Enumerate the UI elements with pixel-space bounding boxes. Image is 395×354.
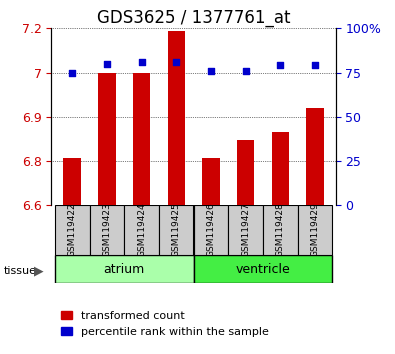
Point [173, 59, 179, 65]
Point [312, 63, 318, 68]
Text: ▶: ▶ [34, 264, 43, 277]
FancyBboxPatch shape [297, 205, 332, 255]
FancyBboxPatch shape [124, 205, 159, 255]
Text: GSM119428: GSM119428 [276, 203, 285, 257]
Point [243, 68, 249, 74]
FancyBboxPatch shape [263, 205, 297, 255]
Text: GSM119425: GSM119425 [172, 203, 181, 257]
Bar [272, 132, 289, 205]
Point [103, 61, 110, 67]
Bar [237, 141, 254, 205]
Text: GSM119426: GSM119426 [207, 203, 215, 257]
FancyBboxPatch shape [194, 255, 332, 283]
Bar [98, 73, 115, 205]
Bar [306, 108, 324, 205]
Title: GDS3625 / 1377761_at: GDS3625 / 1377761_at [97, 9, 290, 27]
FancyBboxPatch shape [55, 255, 194, 283]
Bar [202, 158, 220, 205]
Text: GSM119429: GSM119429 [310, 203, 320, 257]
Text: GSM119427: GSM119427 [241, 203, 250, 257]
Legend: transformed count, percentile rank within the sample: transformed count, percentile rank withi… [57, 307, 274, 341]
Point [277, 63, 284, 68]
FancyBboxPatch shape [159, 205, 194, 255]
Text: GSM119424: GSM119424 [137, 203, 146, 257]
Point [69, 70, 75, 75]
FancyBboxPatch shape [55, 205, 90, 255]
Text: ventricle: ventricle [235, 263, 290, 275]
Text: tissue: tissue [4, 266, 37, 276]
Bar [167, 31, 185, 205]
FancyBboxPatch shape [228, 205, 263, 255]
Point [208, 68, 214, 74]
Text: GSM119423: GSM119423 [102, 203, 111, 257]
FancyBboxPatch shape [90, 205, 124, 255]
Text: atrium: atrium [103, 263, 145, 275]
Point [138, 59, 145, 65]
FancyBboxPatch shape [194, 205, 228, 255]
Bar [64, 158, 81, 205]
Bar [133, 73, 150, 205]
Text: GSM119422: GSM119422 [68, 203, 77, 257]
